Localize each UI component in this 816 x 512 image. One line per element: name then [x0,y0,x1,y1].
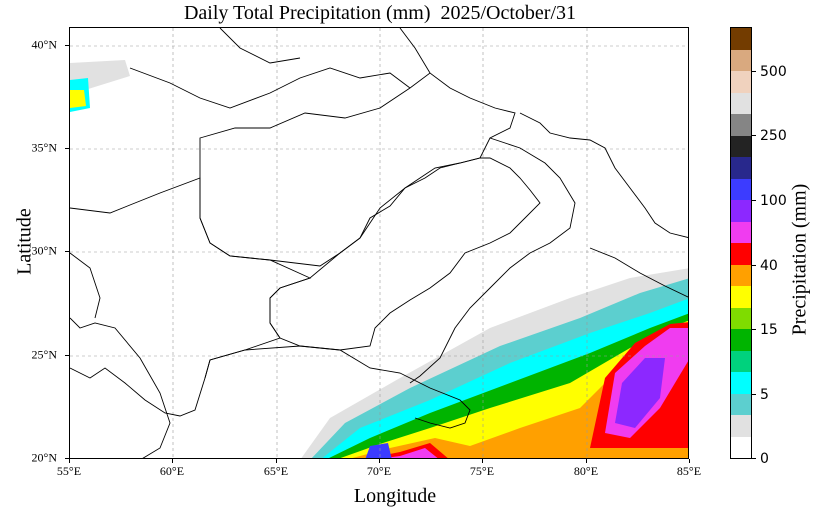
y-tickmark [65,148,69,149]
colorbar-segment [731,242,751,265]
colorbar-segment [731,414,751,437]
colorbar-segment [731,199,751,222]
border-nepal [589,247,688,298]
x-tick-label: 80°E [573,464,599,478]
colorbar-segment [731,285,751,308]
colorbar-segment [731,350,751,372]
colorbar-tickmark [751,71,756,72]
x-tickmark [689,459,690,463]
precip-yellow-nw [70,90,86,108]
colorbar-segment [731,70,751,93]
x-tick-label: 85°E [676,464,702,478]
border-india [409,137,576,384]
x-tick-label: 75°E [469,464,495,478]
y-tick-label: 35°N [31,140,57,155]
colorbar-tickmark [751,329,756,330]
precip-purple [615,358,665,428]
colorbar-tickmark [751,200,756,201]
precipitation-field [70,60,688,458]
x-tickmark [172,459,173,463]
colorbar-segment [731,178,751,200]
colorbar-tick-label: 250 [760,128,787,144]
y-tick-label: 40°N [31,37,57,52]
colorbar [730,27,752,459]
colorbar-tickmark [751,458,756,459]
x-tick-label: 60°E [159,464,185,478]
colorbar-tick-label: 15 [760,322,778,338]
precip-magenta [385,328,688,458]
boundaries [70,28,688,458]
y-tickmark [65,251,69,252]
y-tickmark [65,355,69,356]
y-tick-label: 20°N [31,450,57,465]
colorbar-segment [731,135,751,157]
x-axis-label: Longitude [353,485,437,507]
colorbar-tick-label: 40 [760,258,778,274]
precip-blue [365,443,392,458]
colorbar-segment [731,113,751,136]
colorbar-segment [731,264,751,286]
colorbar-label: Precipitation (mm) [788,183,811,336]
x-tick-label: 55°E [56,464,82,478]
colorbar-segment [731,371,751,394]
colorbar-segment [731,393,751,415]
y-axis-label: Latitude [13,208,36,275]
x-tickmark [586,459,587,463]
colorbar-segment [731,436,751,458]
y-tickmark [65,458,69,459]
colorbar-tick-label: 100 [760,193,787,209]
coastline [70,317,471,458]
y-tickmark [65,45,69,46]
x-tickmark [276,459,277,463]
x-tickmark [379,459,380,463]
colorbar-tick-label: 0 [760,451,769,467]
border-oman [70,252,101,319]
colorbar-segment [731,156,751,179]
border-china [519,112,688,238]
colorbar-tickmark [751,394,756,395]
border-iran [70,177,312,379]
colorbar-segment [731,307,751,329]
colorbar-segment [731,49,751,71]
chart-title: Daily Total Precipitation (mm) 2025/Octo… [183,2,577,24]
border-central-asia [129,28,431,109]
colorbar-segment [731,27,751,50]
x-tickmark [69,459,70,463]
colorbar-tickmark [751,265,756,266]
gridlines [70,28,688,458]
y-tick-label: 25°N [31,347,57,362]
map-plot-area [69,27,689,459]
colorbar-tickmark [751,135,756,136]
colorbar-segment [731,328,751,351]
x-tick-label: 65°E [263,464,289,478]
precipitation-map [70,28,688,458]
colorbar-segment [731,92,751,114]
colorbar-tick-label: 500 [760,64,787,80]
colorbar-segment [731,221,751,243]
colorbar-tick-label: 5 [760,387,769,403]
y-tick-label: 30°N [31,243,57,258]
border-pakistan [269,157,541,351]
x-tickmark [482,459,483,463]
x-tick-label: 70°E [366,464,392,478]
